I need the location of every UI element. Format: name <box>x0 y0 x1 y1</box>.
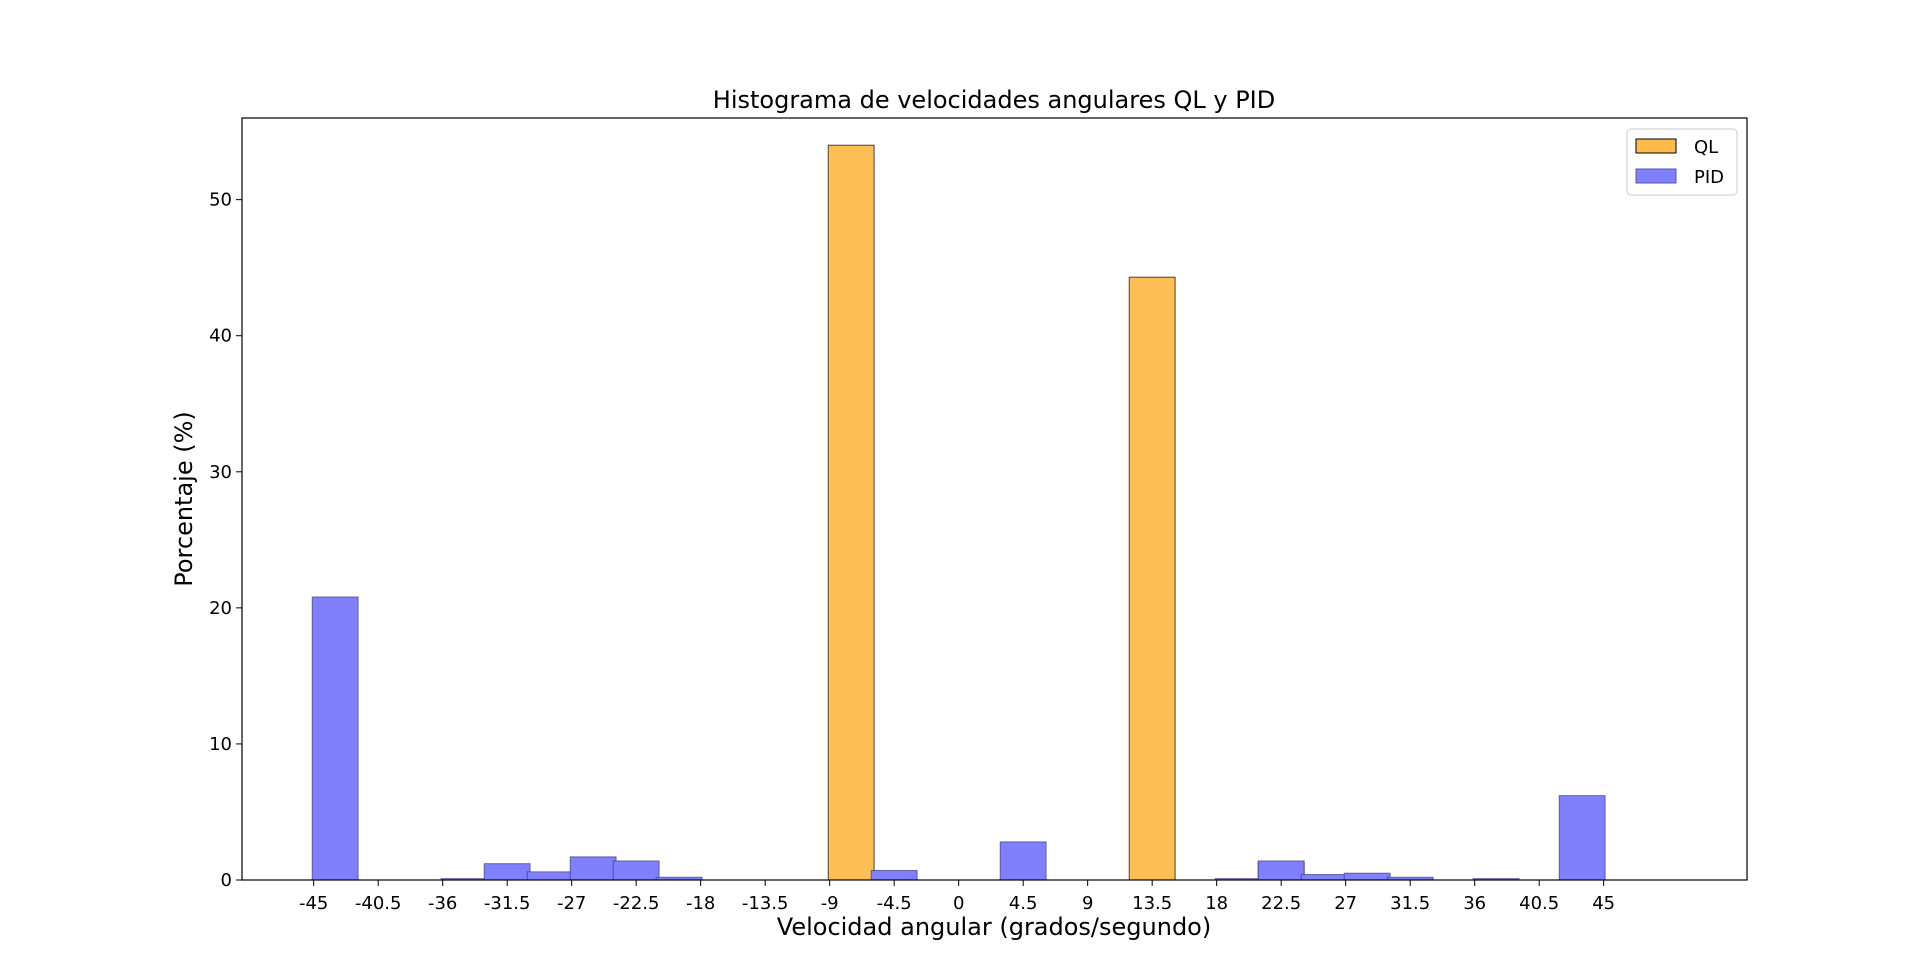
x-tick-label: -27 <box>557 893 586 914</box>
bar-pid-4.5 <box>999 841 1047 881</box>
x-axis-title: Velocidad angular (grados/segundo) <box>777 913 1211 941</box>
x-tick-label: 27 <box>1334 893 1357 914</box>
bar-pid-22.5 <box>1257 860 1305 881</box>
y-tick-label: 50 <box>209 190 232 211</box>
x-tick-label: 0 <box>953 893 964 914</box>
y-axis-title: Porcentaje (%) <box>170 411 198 587</box>
bar-pid--22.5 <box>612 860 660 881</box>
bar-ql-13.5 <box>1128 276 1176 881</box>
x-tick-label: 13.5 <box>1132 893 1172 914</box>
bar-pid--28.5 <box>526 871 574 881</box>
legend-swatch-ql <box>1635 138 1677 154</box>
y-tick-label: 30 <box>209 462 232 483</box>
x-tick-label: -18 <box>686 893 715 914</box>
bar-pid--31.5 <box>483 863 531 881</box>
y-tick-label: 10 <box>209 734 232 755</box>
x-tick-label: 9 <box>1082 893 1093 914</box>
bar-pid-28.5 <box>1343 872 1391 881</box>
x-tick-label: -36 <box>428 893 457 914</box>
legend: QL PID <box>1626 128 1738 196</box>
y-tick-label: 40 <box>209 326 232 347</box>
y-axis-ticks: 0 10 20 30 40 50 <box>209 190 242 891</box>
bar-pid--4.5 <box>870 869 918 881</box>
bar-pid--25.5 <box>569 856 617 881</box>
x-tick-label: -22.5 <box>613 893 660 914</box>
x-tick-label: -4.5 <box>877 893 912 914</box>
bar-pid-43.5 <box>1558 795 1606 881</box>
chart-title: Histograma de velocidades angulares QL y… <box>713 86 1275 114</box>
x-tick-label: -13.5 <box>742 893 789 914</box>
legend-label-ql: QL <box>1694 137 1718 158</box>
x-tick-label: 22.5 <box>1261 893 1301 914</box>
x-tick-label: 4.5 <box>1009 893 1038 914</box>
x-tick-label: 31.5 <box>1390 893 1430 914</box>
x-axis-ticks: -45 -40.5 -36 -31.5 -27 -22.5 -18 -13.5 -9 -4.5 0 4… <box>299 880 1615 914</box>
bar-ql--7.5 <box>827 144 875 881</box>
bars-layer <box>311 144 1606 881</box>
x-tick-label: -9 <box>821 893 839 914</box>
bar-pid-25.5 <box>1300 874 1348 881</box>
x-tick-label: 18 <box>1205 893 1228 914</box>
x-tick-label: -31.5 <box>484 893 531 914</box>
x-tick-label: -40.5 <box>355 893 402 914</box>
x-tick-label: 40.5 <box>1519 893 1559 914</box>
plot-frame <box>241 117 1748 881</box>
legend-label-pid: PID <box>1694 167 1724 188</box>
x-tick-label: -45 <box>299 893 328 914</box>
x-tick-label: 36 <box>1463 893 1486 914</box>
y-tick-label: 0 <box>221 870 232 891</box>
x-tick-label: 45 <box>1592 893 1615 914</box>
y-tick-label: 20 <box>209 598 232 619</box>
legend-swatch-pid <box>1635 168 1677 184</box>
bar-pid--43.5 <box>311 596 359 881</box>
